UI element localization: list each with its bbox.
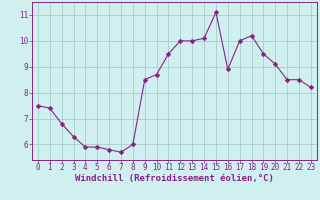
- X-axis label: Windchill (Refroidissement éolien,°C): Windchill (Refroidissement éolien,°C): [75, 174, 274, 183]
